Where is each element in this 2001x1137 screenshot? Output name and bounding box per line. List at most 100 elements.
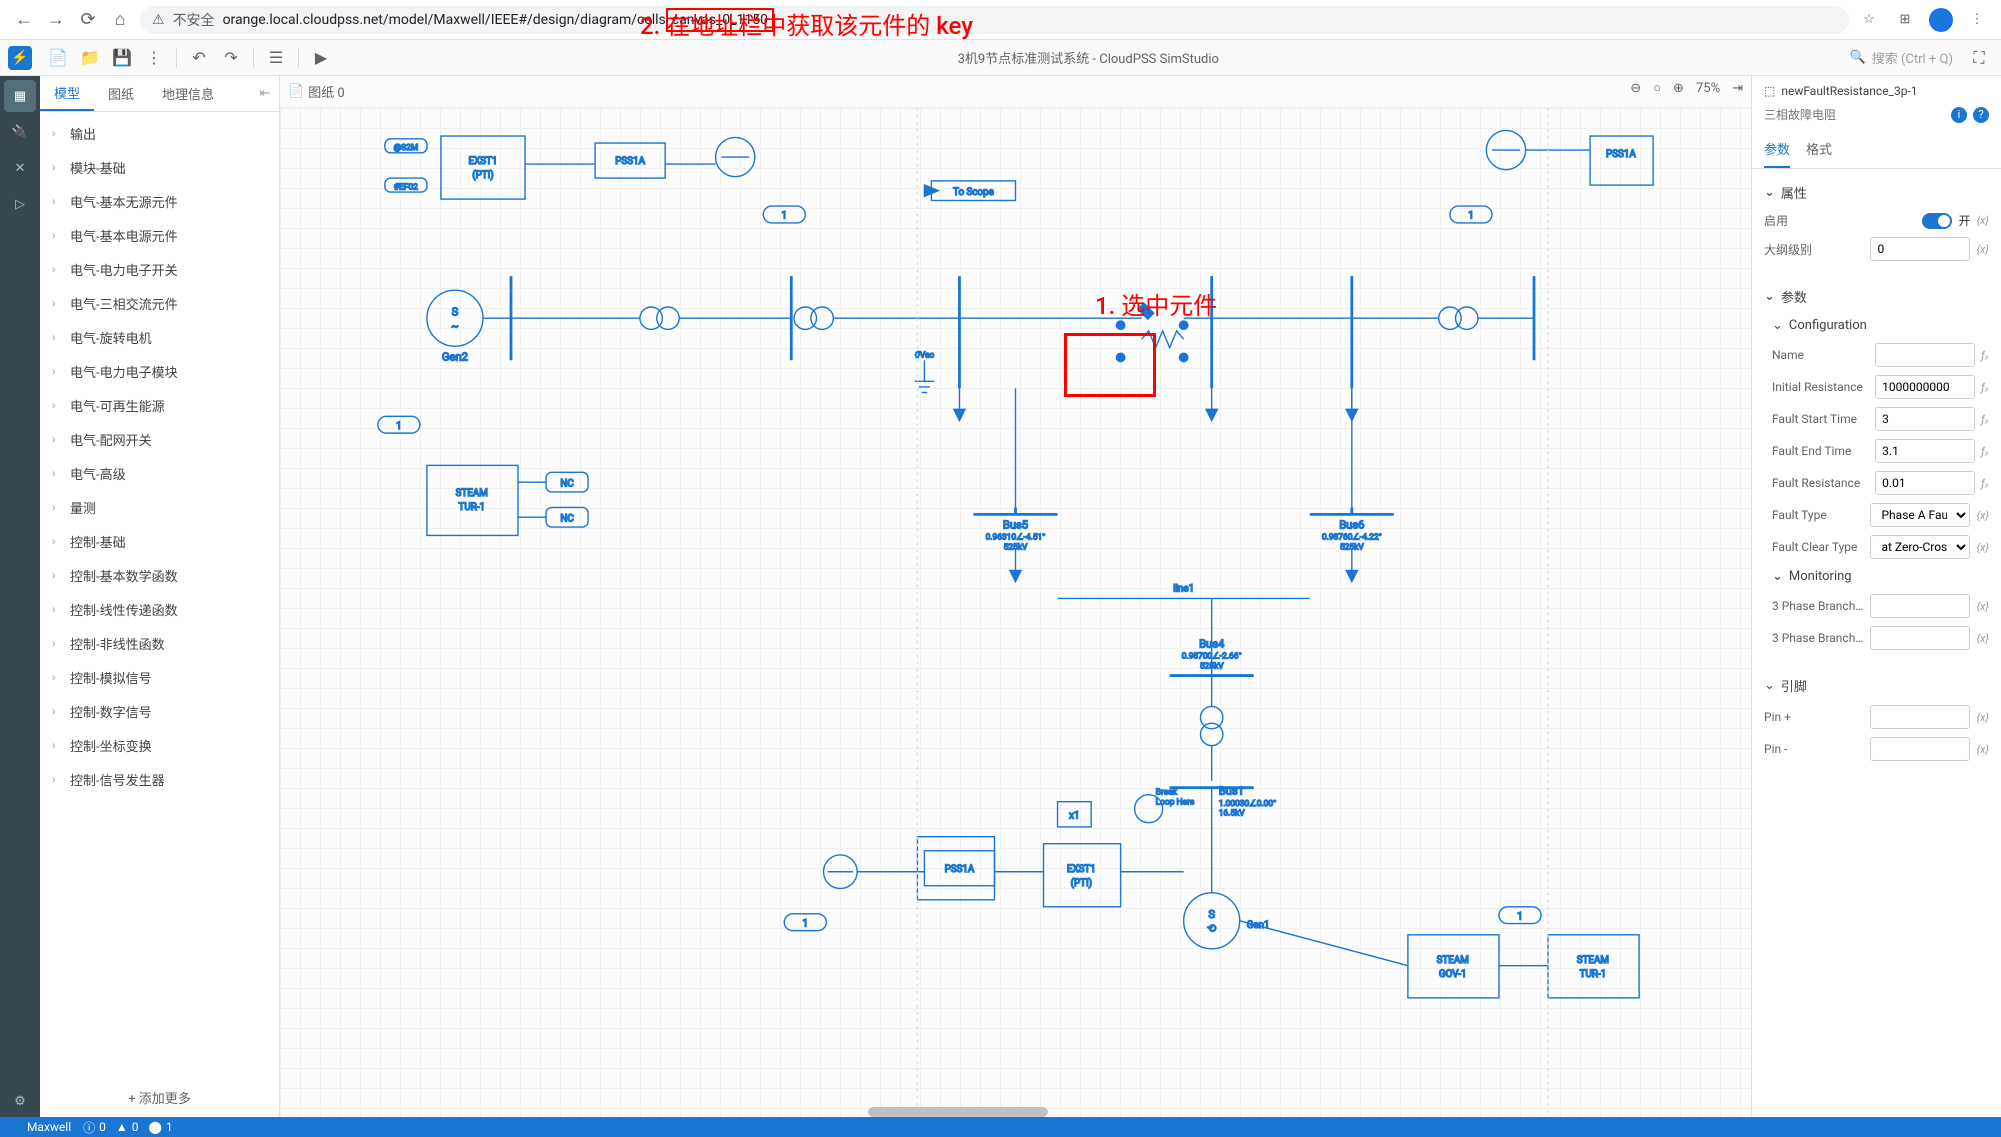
- monitoring-row: 3 Phase Branch Vol...{x}: [1772, 622, 1989, 654]
- tree-item[interactable]: ›电气-基本电源元件: [40, 218, 279, 252]
- svg-text:S: S: [1208, 908, 1215, 921]
- tree-item[interactable]: ›量测: [40, 490, 279, 524]
- section-params: 参数 Configuration NameƒₓInitial Resistanc…: [1752, 273, 2001, 662]
- tree-item[interactable]: ›控制-基本数学函数: [40, 558, 279, 592]
- status-counts[interactable]: ⓘ 0 ▲ 0 ⬤ 1: [83, 1119, 173, 1136]
- run-button[interactable]: ▶: [307, 44, 335, 72]
- enable-toggle[interactable]: [1922, 213, 1952, 229]
- tree-item[interactable]: ›电气-旋转电机: [40, 320, 279, 354]
- tree-item[interactable]: ›控制-线性传递函数: [40, 592, 279, 626]
- profile-avatar[interactable]: 👤: [1929, 8, 1953, 32]
- save-button[interactable]: 💾: [108, 44, 136, 72]
- search-box[interactable]: 🔍 搜索 (Ctrl + Q): [1842, 48, 1961, 67]
- param-input[interactable]: [1875, 375, 1975, 399]
- chevron-right-icon: ›: [52, 466, 64, 480]
- svg-text:Bus5: Bus5: [1003, 518, 1028, 531]
- param-input[interactable]: [1875, 343, 1975, 367]
- canvas-tab-0[interactable]: 📄 图纸 0: [288, 82, 345, 101]
- tree-item[interactable]: ›电气-可再生能源: [40, 388, 279, 422]
- tree-item[interactable]: ›电气-三相交流元件: [40, 286, 279, 320]
- svg-text:EXST1: EXST1: [1067, 864, 1096, 875]
- list-button[interactable]: ☰: [262, 44, 290, 72]
- params-header[interactable]: 参数: [1764, 281, 1989, 312]
- undo-button[interactable]: ↶: [185, 44, 213, 72]
- help-icon[interactable]: ?: [1973, 107, 1989, 123]
- monitoring-header[interactable]: Monitoring: [1772, 563, 1989, 590]
- tree-item[interactable]: ›控制-基础: [40, 524, 279, 558]
- config-header[interactable]: Configuration: [1772, 312, 1989, 339]
- browser-menu-icon[interactable]: ⋮: [1965, 8, 1989, 32]
- rail-tools[interactable]: ✕: [4, 152, 36, 184]
- info-icon[interactable]: i: [1951, 107, 1967, 123]
- redo-button[interactable]: ↷: [217, 44, 245, 72]
- svg-text:0.98760∠-4.22°: 0.98760∠-4.22°: [1322, 533, 1382, 543]
- tree-item[interactable]: ›控制-信号发生器: [40, 762, 279, 796]
- tab-params[interactable]: 参数: [1764, 131, 1790, 168]
- tree-item[interactable]: ›电气-高级: [40, 456, 279, 490]
- rail-settings[interactable]: ⚙: [4, 1085, 36, 1117]
- address-bar[interactable]: ⚠ 不安全 orange.local.cloudpss.net/model/Ma…: [140, 6, 1849, 34]
- rail-play[interactable]: ▷: [4, 188, 36, 220]
- more-button[interactable]: ⋮: [140, 44, 168, 72]
- param-input[interactable]: [1875, 439, 1975, 463]
- param-input[interactable]: [1875, 407, 1975, 431]
- reload-button[interactable]: ⟳: [76, 8, 100, 32]
- home-button[interactable]: ⌂: [108, 8, 132, 32]
- collapse-left-icon[interactable]: ⇤: [251, 76, 279, 111]
- svg-text:@S2M: @S2M: [394, 143, 419, 153]
- pin-input[interactable]: [1870, 705, 1970, 729]
- outline-input[interactable]: [1870, 237, 1970, 261]
- new-file-button[interactable]: 📄: [44, 44, 72, 72]
- mon-input[interactable]: [1870, 626, 1970, 650]
- tree-item[interactable]: ›控制-坐标变换: [40, 728, 279, 762]
- annotation-2: 2. 在地址栏中获取该元件的 key: [640, 6, 973, 41]
- forward-button[interactable]: →: [44, 8, 68, 32]
- diagram-canvas[interactable]: EXST1(PTI) PSS1A 1 @S2M #EF02 To Scope: [280, 108, 1751, 1117]
- attributes-header[interactable]: 属性: [1764, 177, 1989, 208]
- tree-item[interactable]: ›电气-基本无源元件: [40, 184, 279, 218]
- tab-format[interactable]: 格式: [1806, 131, 1832, 168]
- chevron-right-icon: ›: [52, 670, 64, 684]
- chevron-right-icon: ›: [52, 228, 64, 242]
- tree-item[interactable]: ›控制-数字信号: [40, 694, 279, 728]
- fullscreen-button[interactable]: ⛶: [1965, 44, 1993, 72]
- app-logo-icon[interactable]: ⚡: [8, 46, 32, 70]
- status-user[interactable]: 👤 Maxwell: [8, 1120, 71, 1134]
- svg-text:Bus6: Bus6: [1339, 518, 1364, 531]
- tree-item[interactable]: ›控制-非线性函数: [40, 626, 279, 660]
- horizontal-scrollbar[interactable]: [868, 1107, 1048, 1117]
- zoom-in-button[interactable]: ⊕: [1673, 81, 1684, 96]
- param-select[interactable]: Phase A Fault: [1870, 503, 1970, 527]
- add-more-button[interactable]: + 添加更多: [40, 1078, 279, 1117]
- tree-item[interactable]: ›输出: [40, 116, 279, 150]
- rail-plug[interactable]: 🔌: [4, 116, 36, 148]
- tree-item[interactable]: ›模块-基础: [40, 150, 279, 184]
- pin-input[interactable]: [1870, 737, 1970, 761]
- chevron-right-icon: ›: [52, 738, 64, 752]
- tree-item[interactable]: ›电气-配网开关: [40, 422, 279, 456]
- tree-item[interactable]: ›电气-电力电子模块: [40, 354, 279, 388]
- fit-button[interactable]: ⇥: [1732, 81, 1743, 96]
- pin-row: Pin -{x}: [1764, 733, 1989, 765]
- mon-input[interactable]: [1870, 594, 1970, 618]
- tree-item[interactable]: ›电气-电力电子开关: [40, 252, 279, 286]
- tab-sheet[interactable]: 图纸: [94, 76, 148, 111]
- tab-model[interactable]: 模型: [40, 76, 94, 111]
- tree-item[interactable]: ›控制-模拟信号: [40, 660, 279, 694]
- svg-text:TUR-1: TUR-1: [1580, 969, 1606, 980]
- zoom-out-button[interactable]: ⊖: [1630, 81, 1641, 96]
- app-toolbar: ⚡ 📄 📁 💾 ⋮ ↶ ↷ ☰ ▶ 3机9节点标准测试系统 - CloudPSS…: [0, 40, 2001, 76]
- bookmark-icon[interactable]: ☆: [1857, 8, 1881, 32]
- svg-text:S: S: [452, 305, 459, 318]
- component-tree: ›输出›模块-基础›电气-基本无源元件›电气-基本电源元件›电气-电力电子开关›…: [40, 112, 279, 1078]
- back-button[interactable]: ←: [12, 8, 36, 32]
- open-folder-button[interactable]: 📁: [76, 44, 104, 72]
- param-select[interactable]: at Zero-Crossi...: [1870, 535, 1970, 559]
- tab-geo[interactable]: 地理信息: [148, 76, 228, 111]
- extensions-icon[interactable]: ⊞: [1893, 8, 1917, 32]
- rail-design[interactable]: ▦: [4, 80, 36, 112]
- param-row: Fault TypePhase A Fault{x}: [1772, 499, 1989, 531]
- param-input[interactable]: [1875, 471, 1975, 495]
- zoom-reset-button[interactable]: ○: [1653, 80, 1661, 96]
- pins-header[interactable]: 引脚: [1764, 670, 1989, 701]
